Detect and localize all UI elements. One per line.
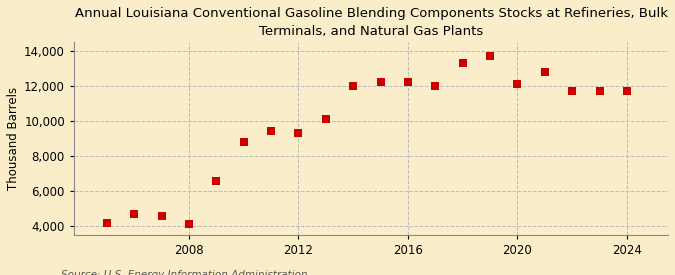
- Point: [567, 89, 578, 93]
- Point: [458, 61, 468, 65]
- Point: [266, 129, 277, 134]
- Point: [184, 222, 194, 227]
- Point: [156, 213, 167, 218]
- Point: [238, 140, 249, 144]
- Title: Annual Louisiana Conventional Gasoline Blending Components Stocks at Refineries,: Annual Louisiana Conventional Gasoline B…: [74, 7, 668, 38]
- Point: [321, 117, 331, 121]
- Point: [512, 82, 523, 86]
- Point: [402, 80, 413, 84]
- Point: [430, 84, 441, 88]
- Point: [293, 131, 304, 135]
- Point: [485, 54, 495, 58]
- Point: [101, 221, 112, 225]
- Point: [594, 89, 605, 93]
- Point: [348, 84, 358, 88]
- Point: [622, 89, 632, 93]
- Point: [539, 70, 550, 74]
- Text: Source: U.S. Energy Information Administration: Source: U.S. Energy Information Administ…: [61, 271, 307, 275]
- Y-axis label: Thousand Barrels: Thousand Barrels: [7, 87, 20, 190]
- Point: [129, 212, 140, 216]
- Point: [211, 178, 222, 183]
- Point: [375, 80, 386, 84]
